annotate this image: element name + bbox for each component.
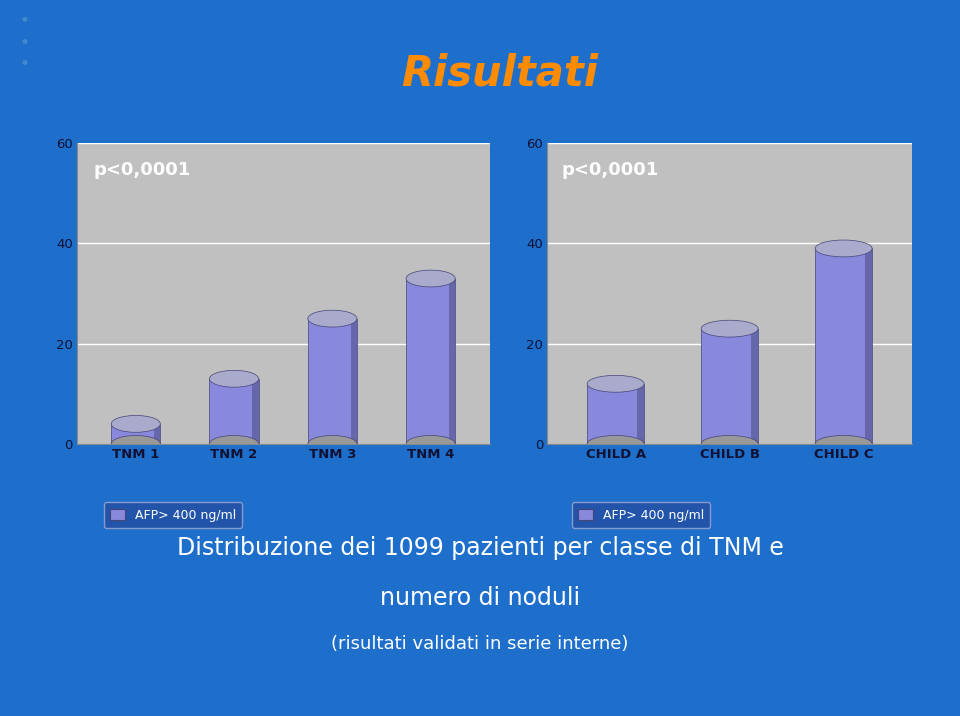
Bar — [154, 424, 160, 444]
Text: numero di noduli: numero di noduli — [380, 586, 580, 610]
Ellipse shape — [406, 270, 455, 287]
Text: •: • — [19, 34, 29, 52]
Text: p<0,0001: p<0,0001 — [93, 161, 191, 179]
Ellipse shape — [701, 320, 758, 337]
Bar — [252, 379, 258, 444]
Bar — [449, 279, 455, 444]
Bar — [865, 248, 872, 444]
Bar — [350, 319, 357, 444]
Text: •: • — [19, 55, 29, 74]
Bar — [308, 319, 357, 444]
Ellipse shape — [209, 435, 258, 453]
Ellipse shape — [701, 435, 758, 453]
Ellipse shape — [209, 370, 258, 387]
Ellipse shape — [111, 415, 160, 432]
Legend: AFP> 400 ng/ml: AFP> 400 ng/ml — [104, 503, 243, 528]
Bar — [701, 329, 758, 444]
Bar — [209, 379, 258, 444]
Ellipse shape — [308, 310, 357, 327]
Ellipse shape — [588, 375, 644, 392]
Ellipse shape — [588, 435, 644, 453]
Text: •: • — [19, 12, 29, 31]
Bar — [588, 384, 644, 444]
Text: Distribuzione dei 1099 pazienti per classe di TNM e: Distribuzione dei 1099 pazienti per clas… — [177, 536, 783, 560]
Legend: AFP> 400 ng/ml: AFP> 400 ng/ml — [572, 503, 710, 528]
Text: (risultati validati in serie interne): (risultati validati in serie interne) — [331, 635, 629, 654]
Bar — [406, 279, 455, 444]
Bar — [815, 248, 872, 444]
Text: Risultati: Risultati — [400, 52, 598, 95]
Ellipse shape — [815, 240, 872, 257]
Ellipse shape — [308, 435, 357, 453]
Bar — [111, 424, 160, 444]
Ellipse shape — [815, 435, 872, 453]
Bar — [751, 329, 758, 444]
Text: p<0,0001: p<0,0001 — [562, 161, 660, 179]
Ellipse shape — [406, 435, 455, 453]
Bar — [636, 384, 644, 444]
Ellipse shape — [111, 435, 160, 453]
